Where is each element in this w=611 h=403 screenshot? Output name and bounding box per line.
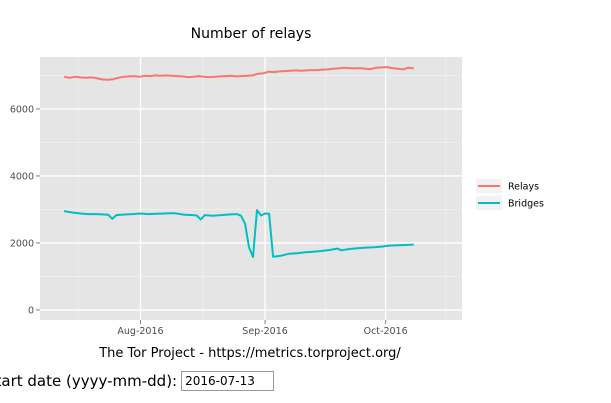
chart-title: Number of relays <box>191 26 312 42</box>
x-tick-label: Aug-2016 <box>117 326 163 337</box>
x-tick-label: Sep-2016 <box>242 326 288 337</box>
legend-label-bridges: Bridges <box>508 199 544 210</box>
x-axis: Aug-2016 Sep-2016 Oct-2016 <box>117 320 408 337</box>
series-line-bridges <box>63 209 414 258</box>
plot-panel <box>40 57 462 320</box>
y-tick-label: 0 <box>28 305 34 316</box>
start-date-label: Start date (yyyy-mm-dd): <box>0 372 178 390</box>
legend: Relays Bridges <box>476 179 544 210</box>
y-tick-label: 6000 <box>10 104 34 115</box>
start-date-form: Start date (yyyy-mm-dd): <box>0 370 275 392</box>
series-lines <box>63 66 414 258</box>
series-line-relays <box>63 66 414 81</box>
footer-caption: The Tor Project - https://metrics.torpro… <box>99 346 401 361</box>
y-axis: 0 2000 4000 6000 <box>10 104 40 316</box>
grid-lines <box>40 57 462 320</box>
y-tick-label: 2000 <box>10 238 34 249</box>
x-tick-label: Oct-2016 <box>364 326 408 337</box>
start-date-input[interactable] <box>181 371 275 391</box>
y-tick-label: 4000 <box>10 171 34 182</box>
legend-label-relays: Relays <box>508 182 539 193</box>
relays-chart: Number of relays 0 2000 4000 6000 Aug-2016 S… <box>10 26 544 337</box>
